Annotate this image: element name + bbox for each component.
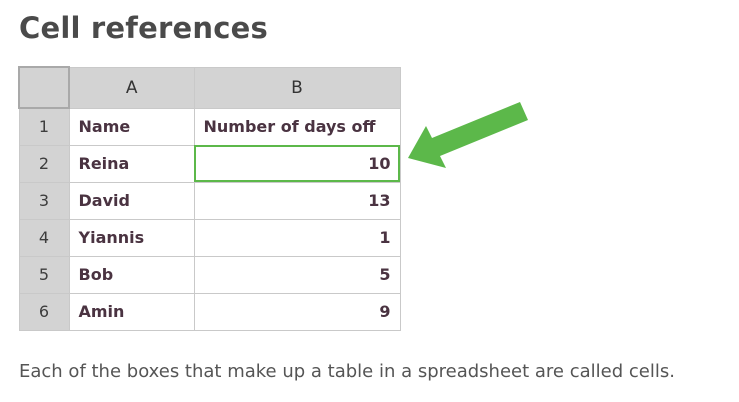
page-title: Cell references <box>19 11 268 45</box>
cell-a6[interactable]: Amin <box>68 292 195 331</box>
row-header[interactable]: 5 <box>18 255 70 294</box>
table-row: 2 Reina 10 <box>18 144 401 183</box>
table-row: 6 Amin 9 <box>18 292 401 331</box>
spreadsheet-grid: A B 1 Name Number of days off 2 Reina 10… <box>18 66 401 331</box>
table-row: 1 Name Number of days off <box>18 107 401 146</box>
cell-a5[interactable]: Bob <box>68 255 195 294</box>
row-header[interactable]: 3 <box>18 181 70 220</box>
cell-b4[interactable]: 1 <box>193 218 401 257</box>
select-all-corner[interactable] <box>18 66 70 109</box>
cell-b5[interactable]: 5 <box>193 255 401 294</box>
table-row: 4 Yiannis 1 <box>18 218 401 257</box>
arrow-left-icon <box>408 102 528 168</box>
arrow-shape <box>408 102 528 168</box>
column-header-b[interactable]: B <box>193 66 401 109</box>
cell-a3[interactable]: David <box>68 181 195 220</box>
caption: Each of the boxes that make up a table i… <box>19 361 675 382</box>
row-header[interactable]: 4 <box>18 218 70 257</box>
table-row: 5 Bob 5 <box>18 255 401 294</box>
cell-a2[interactable]: Reina <box>68 144 195 183</box>
cell-b2-selected[interactable]: 10 <box>193 144 401 183</box>
row-header[interactable]: 2 <box>18 144 70 183</box>
row-header[interactable]: 1 <box>18 107 70 146</box>
cell-a4[interactable]: Yiannis <box>68 218 195 257</box>
column-header-row: A B <box>18 66 401 109</box>
cell-b6[interactable]: 9 <box>193 292 401 331</box>
row-header[interactable]: 6 <box>18 292 70 331</box>
table-row: 3 David 13 <box>18 181 401 220</box>
cell-a1[interactable]: Name <box>68 107 195 146</box>
cell-b1[interactable]: Number of days off <box>193 107 401 146</box>
cell-b3[interactable]: 13 <box>193 181 401 220</box>
column-header-a[interactable]: A <box>68 66 195 109</box>
